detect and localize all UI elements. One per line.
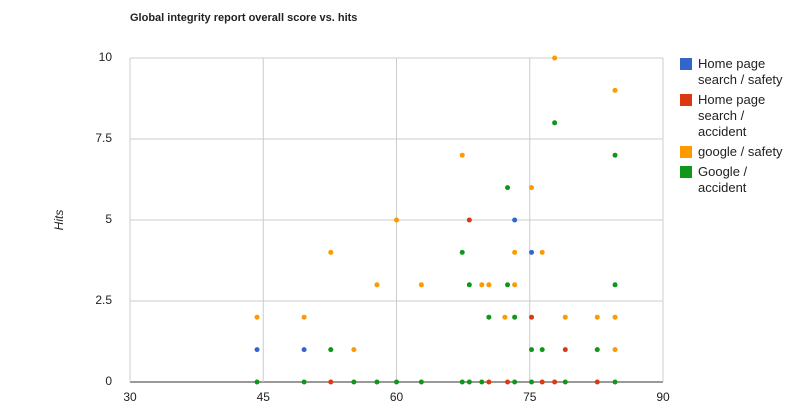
legend-label: google / safety bbox=[698, 144, 783, 159]
chart-title: Global integrity report overall score vs… bbox=[130, 12, 357, 24]
x-tick-label: 45 bbox=[257, 390, 271, 404]
point bbox=[612, 347, 618, 353]
point bbox=[594, 347, 600, 353]
point bbox=[301, 379, 307, 385]
point bbox=[512, 314, 518, 320]
y-tick-label: 7.5 bbox=[95, 131, 112, 145]
point bbox=[529, 249, 535, 255]
point bbox=[254, 314, 260, 320]
point bbox=[394, 379, 399, 385]
y-tick-label: 10 bbox=[99, 50, 113, 64]
y-axis-label: Hits bbox=[52, 210, 66, 231]
legend-swatch bbox=[680, 146, 692, 158]
point bbox=[459, 152, 465, 158]
point bbox=[254, 379, 260, 385]
point bbox=[394, 217, 399, 223]
point bbox=[552, 120, 558, 126]
point bbox=[486, 314, 492, 320]
point bbox=[374, 379, 380, 385]
point bbox=[505, 379, 511, 385]
point bbox=[479, 282, 485, 288]
point bbox=[529, 379, 535, 385]
legend-swatch bbox=[680, 58, 692, 70]
point bbox=[418, 282, 424, 288]
point bbox=[612, 87, 618, 93]
point bbox=[505, 282, 511, 288]
point bbox=[594, 379, 600, 385]
point bbox=[539, 249, 545, 255]
x-tick-label: 90 bbox=[656, 390, 670, 404]
point bbox=[562, 379, 568, 385]
point bbox=[612, 152, 618, 158]
x-tick-label: 60 bbox=[390, 390, 404, 404]
point bbox=[529, 347, 535, 353]
point bbox=[552, 55, 558, 61]
legend-item: google / safety bbox=[680, 144, 795, 160]
point bbox=[594, 314, 600, 320]
point bbox=[562, 314, 568, 320]
point bbox=[612, 282, 618, 288]
point bbox=[479, 379, 485, 385]
y-tick-label: 5 bbox=[105, 212, 112, 226]
point bbox=[502, 314, 508, 320]
legend-swatch bbox=[680, 94, 692, 106]
point bbox=[552, 379, 558, 385]
point bbox=[486, 379, 492, 385]
legend-label: Home page search / accident bbox=[698, 92, 766, 139]
point bbox=[512, 249, 518, 255]
x-tick-label: 30 bbox=[123, 390, 137, 404]
point bbox=[328, 249, 334, 255]
legend-swatch bbox=[680, 166, 692, 178]
point bbox=[486, 282, 492, 288]
point bbox=[301, 314, 307, 320]
point bbox=[512, 217, 518, 223]
y-tick-label: 0 bbox=[105, 374, 112, 388]
point bbox=[351, 347, 357, 353]
point bbox=[466, 217, 472, 223]
point bbox=[562, 347, 568, 353]
point bbox=[418, 379, 424, 385]
point bbox=[539, 347, 545, 353]
point bbox=[254, 347, 260, 353]
point bbox=[529, 314, 535, 320]
legend-label: Home page search / safety bbox=[698, 56, 783, 87]
legend: Home page search / safety Home page searc… bbox=[680, 56, 795, 200]
point bbox=[539, 379, 545, 385]
point bbox=[512, 282, 518, 288]
legend-label: Google / accident bbox=[698, 164, 748, 195]
point bbox=[612, 314, 618, 320]
point bbox=[612, 379, 618, 385]
point bbox=[351, 379, 357, 385]
point bbox=[505, 185, 511, 191]
point bbox=[459, 379, 465, 385]
point bbox=[328, 379, 334, 385]
x-tick-label: 75 bbox=[523, 390, 537, 404]
point bbox=[459, 249, 465, 255]
legend-item: Home page search / safety bbox=[680, 56, 795, 88]
point bbox=[466, 282, 472, 288]
point bbox=[512, 379, 518, 385]
point bbox=[374, 282, 380, 288]
y-tick-label: 2.5 bbox=[95, 293, 112, 307]
point bbox=[529, 185, 535, 191]
legend-item: Home page search / accident bbox=[680, 92, 795, 140]
legend-item: Google / accident bbox=[680, 164, 795, 196]
point bbox=[328, 347, 334, 353]
point bbox=[301, 347, 307, 353]
point bbox=[466, 379, 472, 385]
